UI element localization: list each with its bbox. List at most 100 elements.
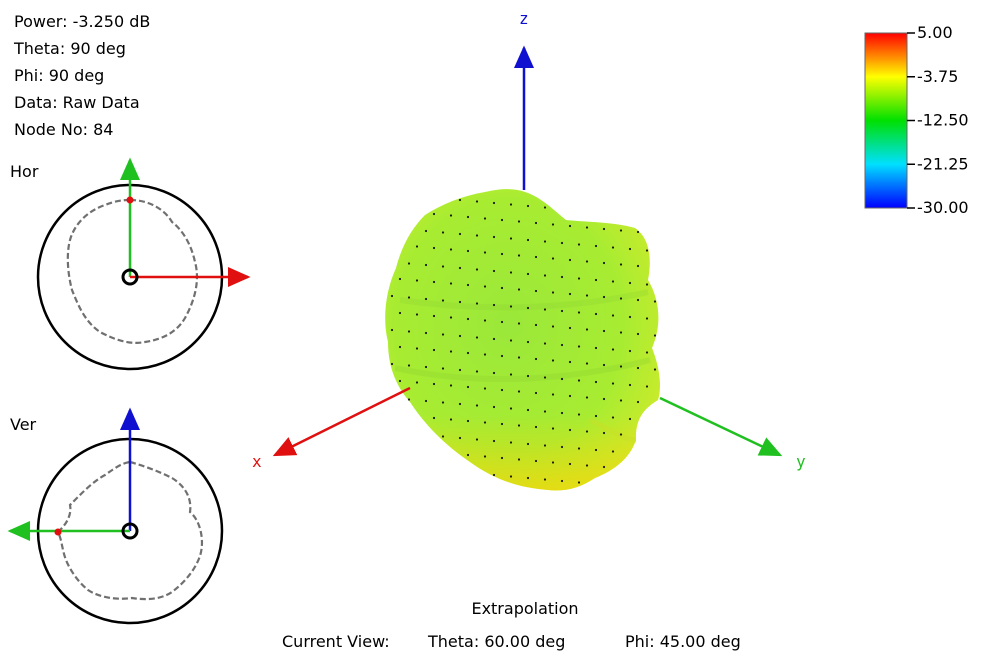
mesh-node: [432, 382, 436, 386]
mesh-node: [560, 479, 564, 483]
mesh-node: [619, 365, 623, 368]
mesh-node: [560, 309, 564, 313]
mesh-node: [509, 305, 513, 308]
mesh-node: [432, 280, 436, 284]
mesh-node: [424, 297, 428, 301]
mesh-node: [466, 317, 470, 321]
mesh-node: [517, 254, 521, 257]
mesh-node: [500, 354, 504, 358]
mesh-node: [526, 272, 530, 276]
mesh-node: [475, 336, 479, 339]
mesh-node: [636, 400, 640, 404]
pattern-ridge-lower: [394, 357, 651, 382]
extrapolation-label: Extrapolation: [471, 599, 578, 618]
mesh-node: [509, 373, 513, 376]
mesh-node: [483, 421, 487, 424]
mesh-node: [407, 330, 411, 333]
mesh-node: [415, 245, 419, 248]
mesh-node: [551, 461, 555, 464]
mesh-node: [509, 271, 513, 274]
mesh-node: [466, 249, 470, 253]
mesh-node: [551, 257, 555, 260]
mesh-node: [585, 260, 589, 263]
mesh-node: [551, 291, 555, 294]
mesh-node: [398, 345, 402, 349]
mesh-node: [619, 263, 623, 266]
mesh-node: [611, 280, 615, 283]
mesh-node: [645, 351, 649, 354]
mesh-node: [577, 481, 581, 484]
mesh-node: [415, 381, 419, 384]
mesh-node: [585, 430, 589, 433]
data-readout: Data: Raw Data: [14, 93, 140, 112]
mesh-node: [619, 331, 623, 334]
mesh-node: [568, 224, 572, 228]
mesh-node: [517, 458, 521, 461]
mesh-node: [543, 478, 547, 481]
mesh-node: [458, 300, 462, 304]
mesh-node: [500, 286, 504, 290]
legend-tick-label: -21.25: [917, 154, 969, 173]
mesh-node: [517, 220, 521, 223]
mesh-node: [407, 364, 411, 367]
mesh-node: [492, 439, 496, 443]
mesh-node: [526, 442, 530, 446]
mesh-node: [475, 200, 479, 203]
mesh-node: [636, 298, 640, 302]
mesh-node: [577, 277, 581, 280]
mesh-node: [415, 347, 419, 350]
vertical-plot-label: Ver: [10, 415, 37, 434]
mesh-node: [577, 311, 581, 314]
mesh-node: [415, 279, 419, 282]
mesh-node: [594, 312, 598, 316]
mesh-node: [543, 376, 547, 379]
horizontal-polar-plot: Hor: [10, 157, 251, 371]
mesh-node: [390, 362, 394, 366]
mesh-node: [628, 349, 632, 353]
mesh-node: [534, 425, 538, 429]
pattern-ridge-upper: [399, 289, 649, 311]
mesh-node: [475, 404, 479, 407]
current-view-label: Current View:: [282, 632, 390, 651]
mesh-node: [483, 319, 487, 322]
mesh-node: [645, 249, 649, 252]
vertical-pattern-trace: [56, 460, 204, 601]
mesh-node: [458, 436, 462, 440]
mesh-node: [560, 411, 564, 415]
mesh-node: [619, 229, 623, 232]
mesh-node: [534, 459, 538, 463]
mesh-node: [543, 444, 547, 447]
mesh-node: [449, 248, 453, 251]
mesh-node: [475, 302, 479, 305]
mesh-node: [526, 408, 530, 412]
mesh-node: [619, 433, 623, 436]
mesh-node: [534, 357, 538, 361]
mesh-node: [526, 306, 530, 310]
mesh-node: [517, 288, 521, 291]
mesh-node: [560, 377, 564, 381]
mesh-node: [475, 268, 479, 271]
current-view-phi: Phi: 45.00 deg: [625, 632, 741, 651]
mesh-node: [534, 289, 538, 293]
mesh-node: [398, 277, 402, 281]
mesh-node: [475, 234, 479, 237]
mesh-node: [509, 237, 513, 240]
mesh-node: [483, 217, 487, 220]
mesh-node: [611, 314, 615, 317]
mesh-node: [466, 385, 470, 389]
mesh-node: [407, 296, 411, 299]
mesh-node: [653, 368, 657, 371]
mesh-node: [483, 387, 487, 390]
mesh-node: [551, 359, 555, 362]
mesh-node: [466, 215, 470, 219]
pattern-mesh-nodes: [390, 198, 657, 484]
mesh-node: [585, 226, 589, 229]
power-readout: Power: -3.250 dB: [14, 12, 150, 31]
mesh-node: [543, 240, 547, 243]
mesh-node: [653, 334, 657, 337]
horizontal-pattern-trace: [66, 198, 199, 344]
mesh-node: [509, 203, 513, 206]
mesh-node: [534, 391, 538, 395]
mesh-node: [509, 441, 513, 444]
